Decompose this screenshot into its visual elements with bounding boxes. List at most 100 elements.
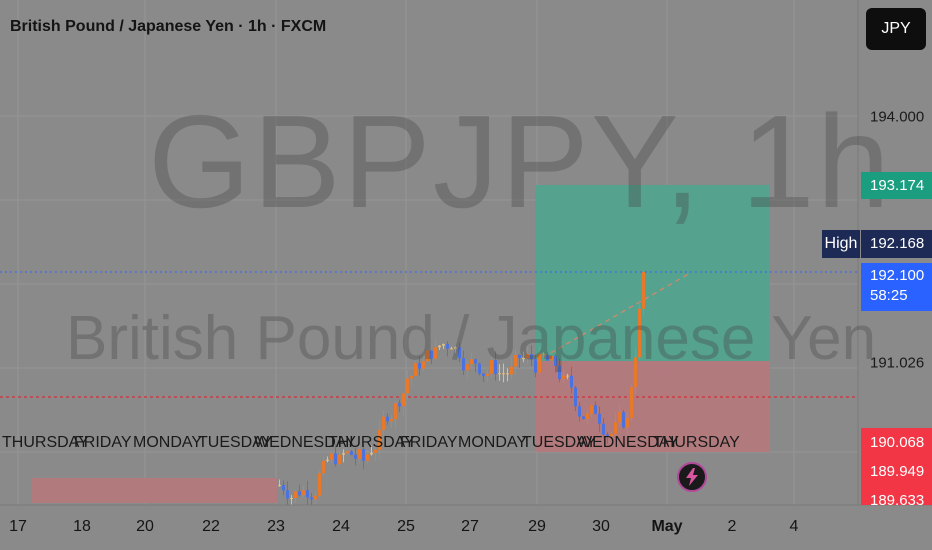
candle-body — [482, 373, 485, 377]
price-tick: 191.026 — [870, 354, 925, 372]
candle-body — [394, 403, 397, 420]
candle-body — [470, 359, 473, 365]
candle-body — [614, 422, 617, 434]
candle-body — [538, 353, 541, 373]
candle-body — [370, 452, 373, 455]
stop-price-3: 189.633 — [870, 492, 925, 505]
candle-body — [418, 363, 421, 369]
day-label: THURSDAY — [653, 434, 740, 451]
name-watermark: British Pound / Japanese Yen — [66, 304, 877, 373]
candle-body — [306, 490, 309, 498]
countdown-timer: 58:25 — [870, 287, 908, 304]
candle-body — [550, 355, 553, 361]
date-tick: 18 — [73, 518, 91, 535]
candle-body — [502, 373, 505, 375]
candle-body — [642, 271, 645, 309]
candle-body — [422, 361, 425, 369]
candle-body — [634, 357, 637, 388]
candle-body — [334, 453, 337, 465]
candle-body — [546, 355, 549, 361]
candle-body — [510, 366, 513, 375]
candle-body — [310, 497, 313, 500]
time-axis-background — [0, 505, 932, 550]
candle-body — [490, 360, 493, 374]
day-label: FRIDAY — [400, 434, 458, 451]
candle-body — [374, 449, 377, 453]
date-tick-month: May — [651, 518, 683, 535]
date-tick: 17 — [9, 518, 27, 535]
candle-body — [438, 345, 441, 348]
date-tick: 25 — [397, 518, 415, 535]
candle-body — [318, 473, 321, 496]
day-label: TUESDAY — [198, 434, 273, 451]
candle-body — [602, 423, 605, 435]
candle-body — [578, 406, 581, 417]
candle-body — [462, 358, 465, 371]
candle-body — [406, 378, 409, 394]
candle-body — [362, 449, 365, 461]
target-price-tag: 193.174 — [861, 172, 932, 199]
currency-button[interactable]: JPY — [866, 8, 926, 50]
candle-body — [298, 491, 301, 496]
stop-price-2: 189.949 — [870, 463, 925, 480]
candle-body — [322, 460, 325, 474]
candle-body — [474, 359, 477, 364]
candle-body — [522, 358, 525, 360]
candle-body — [450, 348, 453, 350]
event-lightning-button[interactable] — [677, 462, 707, 492]
candle-body — [586, 413, 589, 419]
candle-body — [346, 451, 349, 454]
day-label: MONDAY — [133, 434, 203, 451]
candle-body — [366, 454, 369, 461]
lightning-icon — [686, 468, 698, 486]
date-tick: 29 — [528, 518, 546, 535]
candle-body — [442, 344, 445, 346]
date-tick: 30 — [592, 518, 610, 535]
date-tick: 24 — [332, 518, 350, 535]
candle-body — [434, 347, 437, 359]
candle-body — [486, 373, 489, 377]
date-tick: 23 — [267, 518, 285, 535]
day-label: THURSDAY — [2, 434, 89, 451]
date-tick: 4 — [789, 518, 799, 535]
candle-body — [290, 498, 293, 500]
candle-body — [478, 363, 481, 374]
candle-body — [582, 416, 585, 419]
symbol-watermark: GBPJPY, 1h — [148, 88, 893, 235]
candle-body — [594, 405, 597, 414]
candle-body — [286, 490, 289, 499]
candle-body — [390, 419, 393, 422]
high-label-tag: High — [822, 230, 860, 258]
candle-body — [590, 405, 593, 414]
current-price-tag: 192.100 58:25 — [861, 263, 932, 311]
candle-body — [558, 365, 561, 380]
candle-body — [630, 387, 633, 419]
day-label: WEDNESDAY — [254, 434, 356, 451]
high-price-tag: 192.168 — [861, 230, 932, 258]
day-label: TUESDAY — [522, 434, 597, 451]
candle-body — [638, 308, 641, 358]
candle-body — [430, 350, 433, 359]
candle-body — [378, 429, 381, 450]
candle-body — [570, 375, 573, 388]
candle-body — [282, 485, 285, 491]
stop-price-tags: 190.068 189.949 189.633 — [861, 428, 932, 505]
candle-body — [598, 413, 601, 424]
candle-body — [314, 495, 317, 500]
candle-body — [542, 353, 545, 356]
candle-body — [330, 453, 333, 460]
current-price-value: 192.100 — [870, 267, 925, 284]
day-label: MONDAY — [458, 434, 528, 451]
candle-body — [454, 347, 457, 349]
candle-body — [326, 459, 329, 461]
candle-body — [338, 454, 341, 465]
stop-zone — [535, 361, 770, 452]
chart-title: British Pound / Japanese Yen · 1h · FXCM — [10, 18, 327, 35]
target-zone — [535, 185, 770, 361]
candle-body — [410, 375, 413, 379]
candle-body — [530, 354, 533, 360]
day-label: THURSDAY — [328, 434, 415, 451]
candle-body — [426, 350, 429, 362]
candle-body — [562, 375, 565, 380]
